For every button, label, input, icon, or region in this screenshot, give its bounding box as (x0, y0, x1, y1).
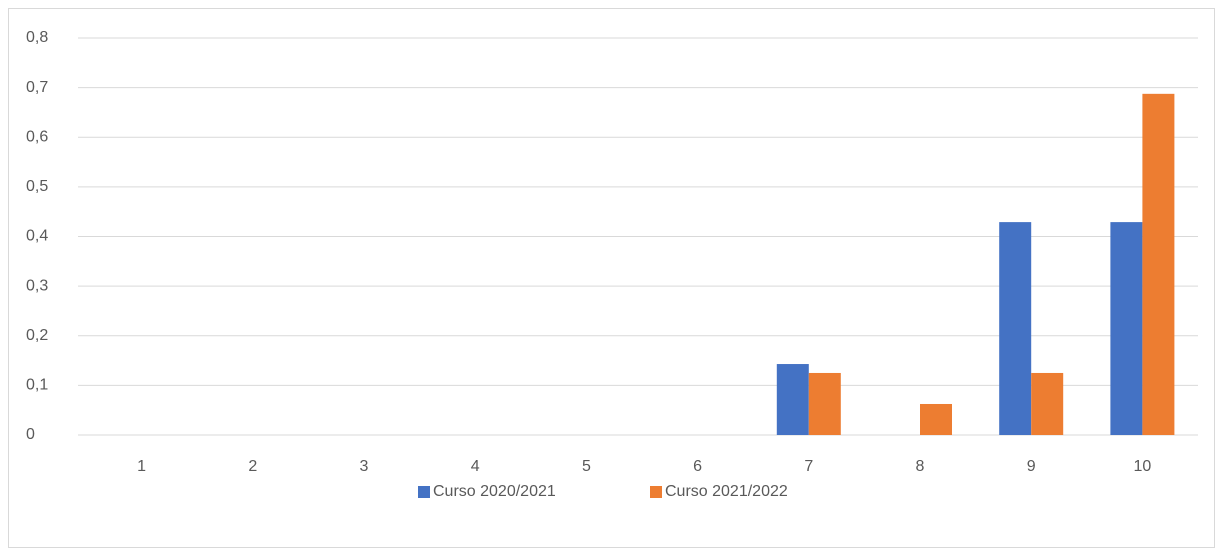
y-tick-label: 0,3 (26, 277, 48, 294)
y-tick-label: 0 (26, 426, 35, 443)
legend-label: Curso 2020/2021 (433, 483, 556, 500)
x-tick-label: 4 (471, 458, 480, 475)
y-tick-label: 0,6 (26, 128, 48, 145)
bar (808, 372, 841, 435)
y-tick-label: 0,8 (26, 29, 48, 46)
bar (1110, 222, 1143, 435)
bar (1031, 372, 1064, 435)
x-tick-label: 1 (137, 458, 146, 475)
legend-label: Curso 2021/2022 (665, 483, 788, 500)
bar (1142, 93, 1175, 435)
bar (999, 222, 1032, 435)
x-tick-label: 2 (248, 458, 257, 475)
y-tick-label: 0,7 (26, 79, 48, 96)
legend-swatch (418, 486, 430, 498)
x-tick-label: 5 (582, 458, 591, 475)
y-tick-label: 0,4 (26, 228, 48, 245)
bar (776, 364, 809, 435)
bar (920, 403, 952, 435)
x-tick-label: 9 (1027, 458, 1036, 475)
legend-swatch (650, 486, 662, 498)
x-tick-label: 6 (693, 458, 702, 475)
x-tick-label: 10 (1134, 458, 1152, 475)
x-tick-label: 8 (916, 458, 925, 475)
y-tick-label: 0,2 (26, 327, 48, 344)
y-tick-label: 0,5 (26, 178, 48, 195)
x-tick-label: 3 (360, 458, 369, 475)
y-tick-label: 0,1 (26, 377, 48, 394)
x-tick-label: 7 (804, 458, 813, 475)
